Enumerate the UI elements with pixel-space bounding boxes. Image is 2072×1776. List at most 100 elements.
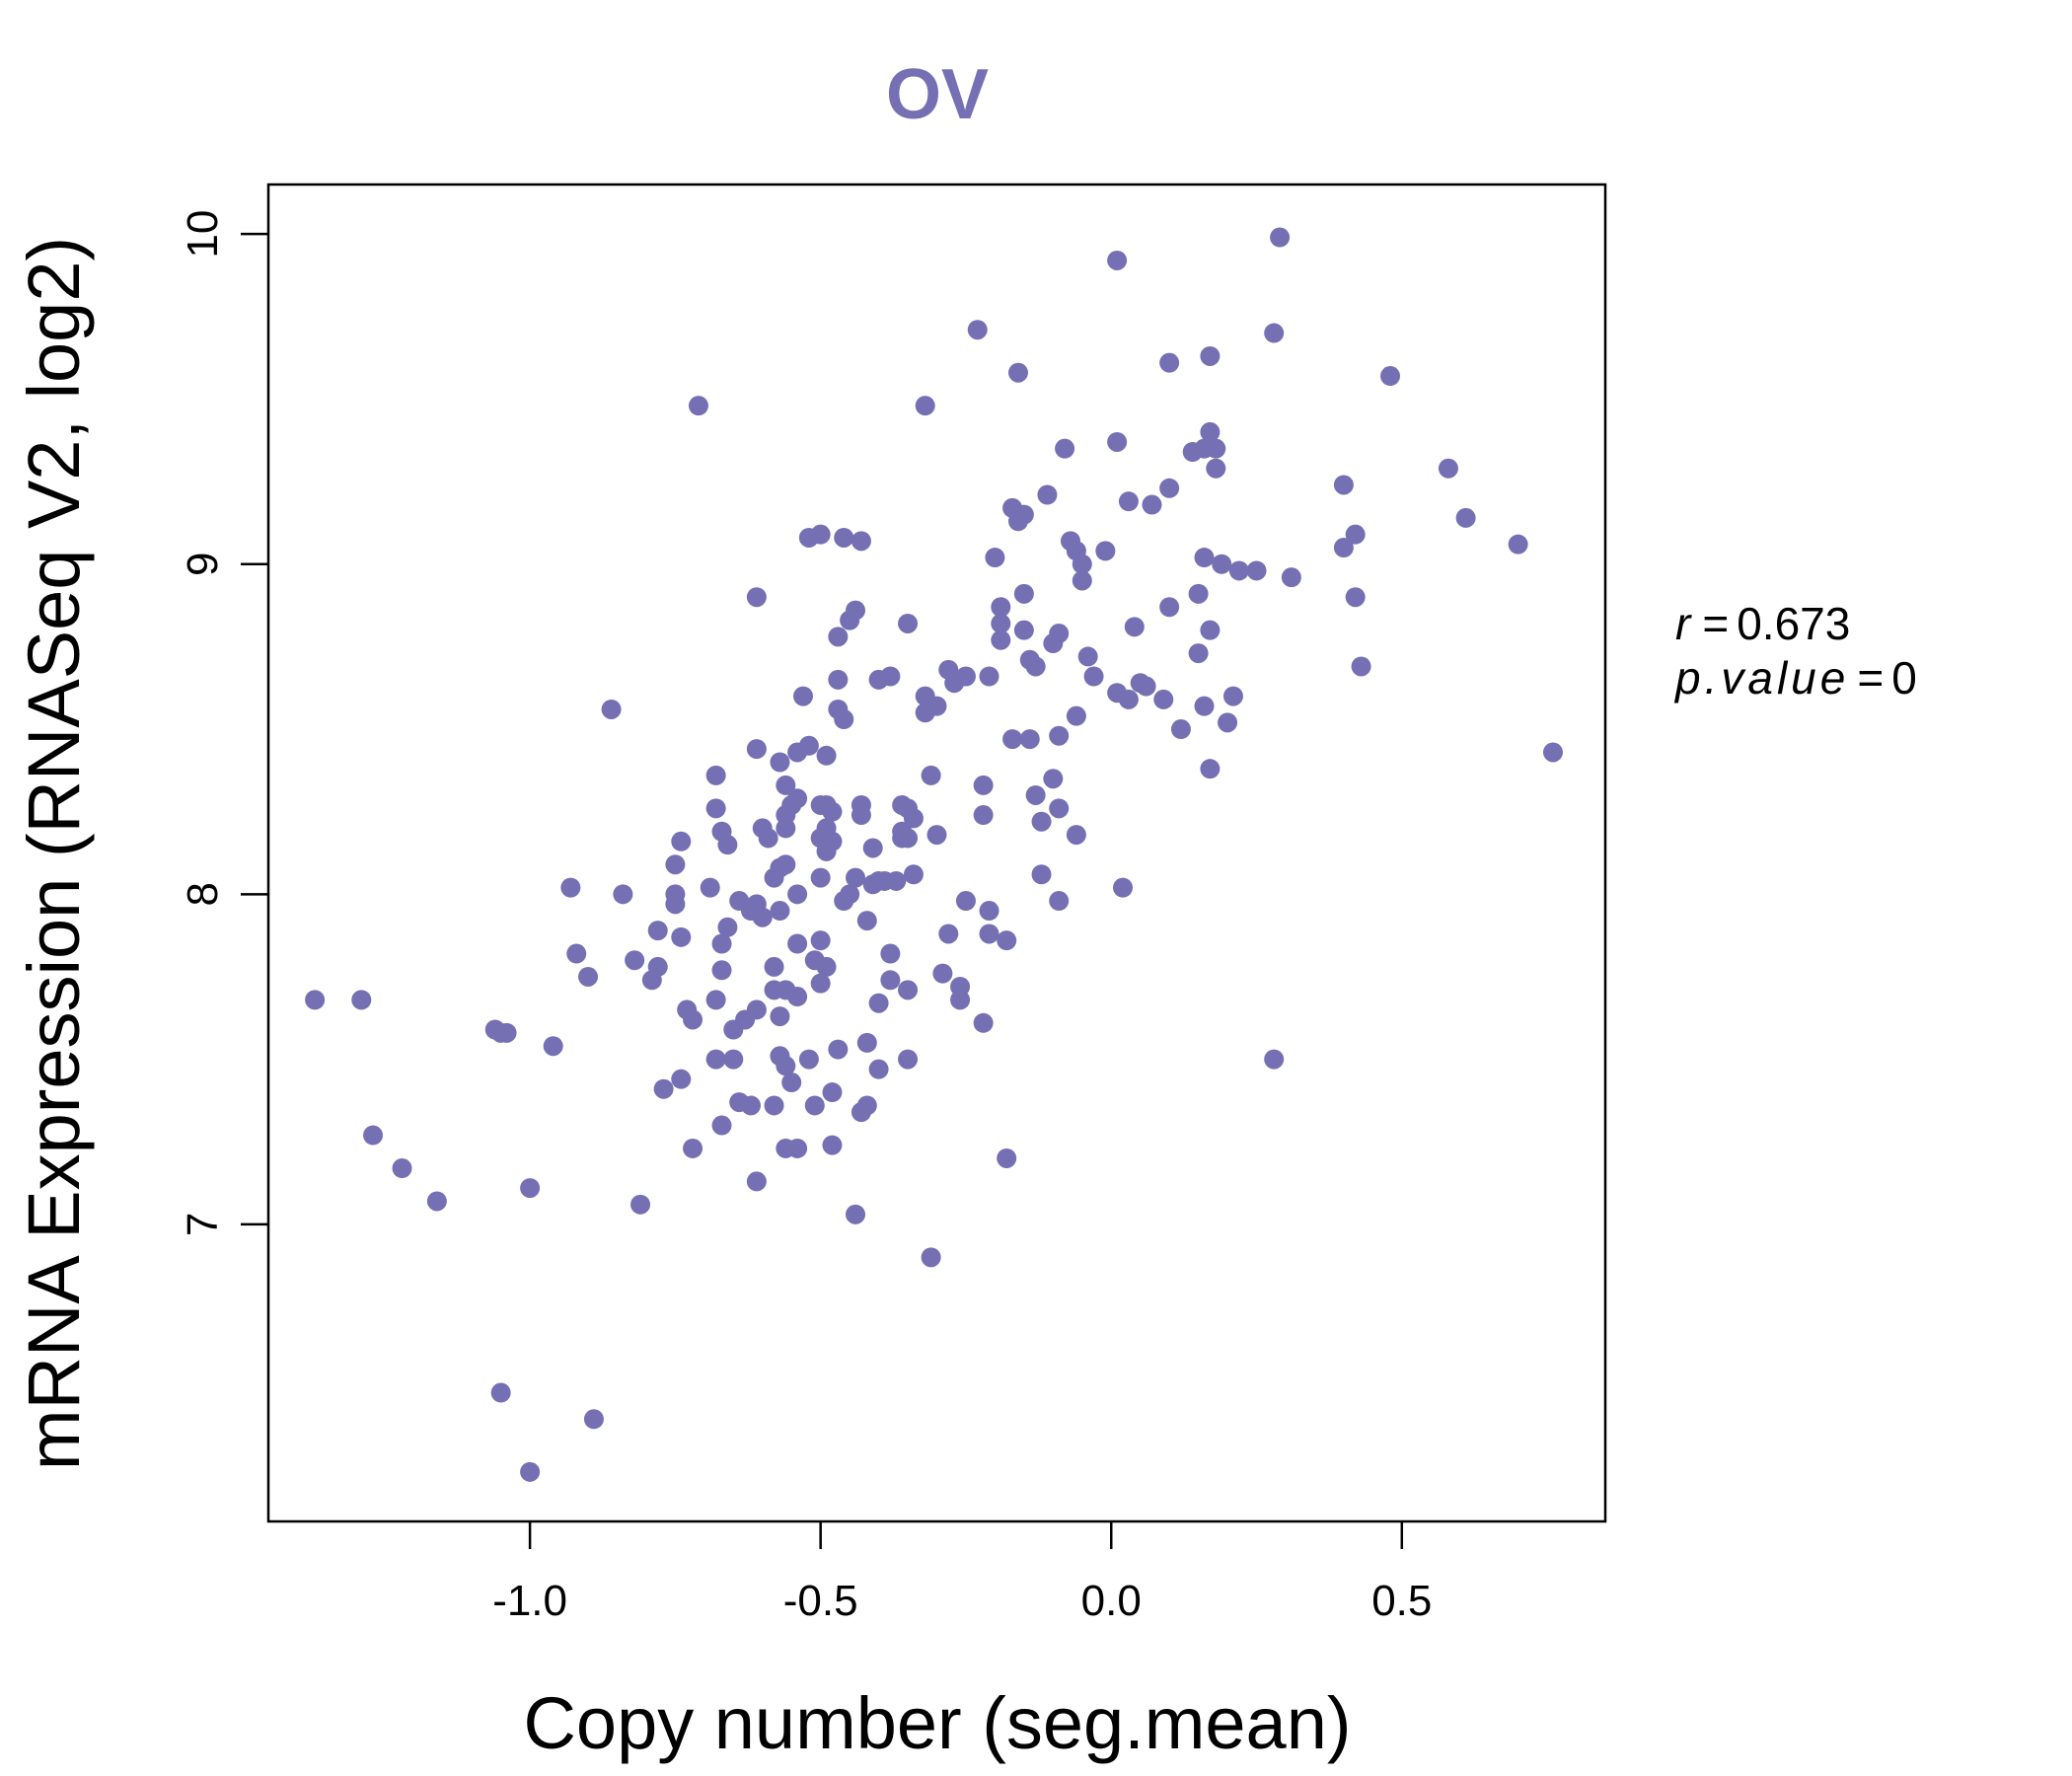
data-point [781, 1073, 802, 1093]
data-point [822, 831, 843, 851]
data-point [846, 600, 866, 621]
data-point [1270, 227, 1291, 248]
r-label: r [1675, 598, 1692, 649]
data-point [1107, 431, 1128, 452]
data-point [834, 709, 854, 729]
x-tick-label: 0.0 [1081, 1577, 1142, 1625]
y-axis: 7 8 9 10 [179, 210, 268, 1236]
data-point [787, 933, 808, 954]
data-point [840, 884, 860, 905]
data-point [723, 1049, 744, 1070]
data-point [1333, 538, 1354, 558]
data-point [1113, 877, 1134, 898]
data-point [1345, 587, 1366, 608]
data-point [822, 801, 843, 822]
data-point [973, 1012, 994, 1033]
data-point [1002, 729, 1023, 750]
data-point [688, 396, 708, 416]
data-point [862, 838, 883, 858]
data-point [828, 627, 849, 647]
x-tick-label: -0.5 [783, 1577, 858, 1625]
data-point [991, 613, 1011, 633]
data-point [1345, 524, 1366, 545]
data-point [665, 894, 686, 915]
data-point [711, 960, 732, 981]
data-point [746, 587, 767, 608]
data-point [1037, 484, 1058, 505]
data-point [846, 867, 866, 888]
data-point [1159, 597, 1180, 618]
data-point [496, 1022, 517, 1043]
data-point [822, 1082, 843, 1103]
plot-frame [266, 183, 1607, 1523]
y-axis-label: mRNA Expression (RNASeq V2, log2) [13, 237, 95, 1470]
y-tick-label: 10 [179, 210, 227, 259]
y-tick-label: 7 [179, 1213, 227, 1236]
data-point [1264, 323, 1285, 343]
data-point [1049, 725, 1070, 746]
data-point [787, 987, 808, 1007]
data-point [1025, 784, 1046, 805]
data-point [1159, 478, 1180, 498]
data-point [979, 666, 999, 687]
data-point [932, 963, 953, 984]
data-point [1206, 458, 1226, 479]
data-point [746, 999, 767, 1020]
svg-text:p.value=0: p.value = 0 [1673, 652, 1917, 703]
data-point [921, 765, 941, 785]
data-point [1072, 570, 1092, 591]
data-point [1013, 504, 1034, 525]
data-point [903, 808, 924, 829]
data-point [880, 943, 901, 964]
correlation-stats: r = 0.673 p.value = 0 [1673, 598, 1917, 703]
data-point [1206, 438, 1226, 459]
data-point [683, 1138, 703, 1158]
data-point [1455, 507, 1476, 528]
data-point [653, 1078, 674, 1099]
data-point [898, 1049, 919, 1070]
data-point [625, 950, 645, 971]
data-point [926, 696, 947, 716]
data-point [1066, 825, 1086, 846]
data-point [705, 765, 726, 785]
data-point [973, 805, 994, 826]
data-point [810, 524, 831, 545]
r-value: 0.673 [1737, 598, 1850, 649]
data-point [776, 1056, 796, 1076]
data-point [1200, 345, 1221, 366]
data-point [1049, 624, 1070, 644]
data-point [776, 775, 796, 795]
data-point [810, 930, 831, 951]
data-point [1118, 491, 1139, 512]
data-point [979, 924, 999, 944]
data-point [746, 1171, 767, 1192]
data-point [1194, 548, 1215, 568]
data-point [770, 1006, 790, 1027]
data-point [828, 669, 849, 690]
data-point [880, 666, 901, 687]
data-point [705, 798, 726, 819]
data-point [1031, 864, 1052, 885]
data-point [787, 788, 808, 809]
data-point [758, 828, 778, 849]
data-point [520, 1178, 541, 1199]
data-point [1095, 541, 1116, 561]
data-point [903, 864, 924, 885]
svg-text:r=0.673: r = 0.673 [1675, 598, 1850, 649]
data-point [630, 1194, 651, 1215]
data-point [770, 752, 790, 773]
data-point [1153, 689, 1174, 709]
data-point [583, 1409, 604, 1430]
data-point [1049, 891, 1070, 912]
data-point [1055, 438, 1075, 459]
data-point [1351, 656, 1371, 677]
data-point [1380, 366, 1401, 387]
data-point [1136, 676, 1156, 697]
data-point [683, 1009, 703, 1030]
data-point [1043, 769, 1064, 789]
data-point [711, 933, 732, 954]
data-point [856, 1095, 877, 1116]
data-point [997, 1147, 1017, 1168]
y-tick-label: 9 [179, 553, 227, 576]
data-point [601, 699, 622, 719]
